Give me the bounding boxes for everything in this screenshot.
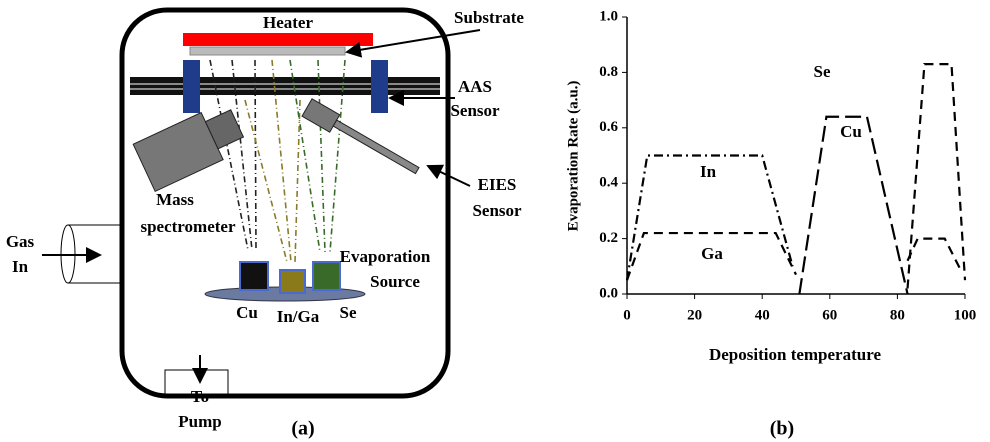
series-line	[908, 64, 965, 288]
heater	[183, 33, 373, 46]
y-tick-label: 0.8	[599, 64, 618, 80]
label: Mass	[156, 190, 194, 209]
label: Gas	[6, 232, 35, 251]
label: To	[191, 387, 209, 406]
substrate	[190, 47, 345, 55]
series-line	[799, 117, 907, 294]
label: Heater	[263, 13, 313, 32]
y-tick-label: 0.2	[599, 230, 618, 246]
y-tick-label: 0.0	[599, 285, 618, 301]
label: Sensor	[472, 201, 522, 220]
series-label: In	[700, 162, 717, 181]
x-axis-label: Deposition temperature	[709, 345, 881, 364]
label: spectrometer	[140, 217, 235, 236]
x-tick-label: 0	[623, 307, 631, 323]
label: In	[12, 257, 29, 276]
x-tick-label: 20	[687, 307, 702, 323]
crucible	[280, 270, 305, 293]
y-axis-label: Evaporation Rate (a.u.)	[565, 81, 581, 232]
holder	[130, 77, 440, 95]
caption: (a)	[291, 418, 314, 440]
label: Se	[340, 303, 357, 322]
eies-sensor	[302, 99, 422, 180]
series-label: Ga	[701, 244, 723, 263]
y-tick-label: 0.6	[599, 119, 618, 135]
clamp	[183, 60, 200, 113]
x-tick-label: 40	[755, 307, 770, 323]
label: Sensor	[450, 101, 500, 120]
label: Cu	[236, 303, 258, 322]
series-label: Cu	[840, 122, 862, 141]
figure: Heater Substrate AAS Sensor Mass spectro…	[0, 0, 990, 442]
label: Source	[370, 272, 420, 291]
label: Substrate	[454, 8, 524, 27]
clamp	[371, 60, 388, 113]
series-label: Se	[814, 62, 831, 81]
label: Pump	[178, 412, 221, 431]
crucible	[240, 262, 268, 290]
label: EIES	[478, 175, 517, 194]
label: In/Ga	[277, 307, 320, 326]
y-tick-label: 0.4	[599, 175, 618, 191]
x-tick-label: 60	[822, 307, 837, 323]
x-tick-label: 100	[954, 307, 977, 323]
diagram: Heater Substrate AAS Sensor Mass spectro…	[6, 8, 525, 440]
caption: (b)	[770, 418, 794, 440]
label: Evaporation	[340, 247, 431, 266]
label: AAS	[458, 77, 492, 96]
mass-spectrometer	[133, 101, 248, 192]
crucible	[313, 262, 340, 290]
x-tick-label: 80	[890, 307, 905, 323]
y-tick-label: 1.0	[599, 8, 618, 24]
